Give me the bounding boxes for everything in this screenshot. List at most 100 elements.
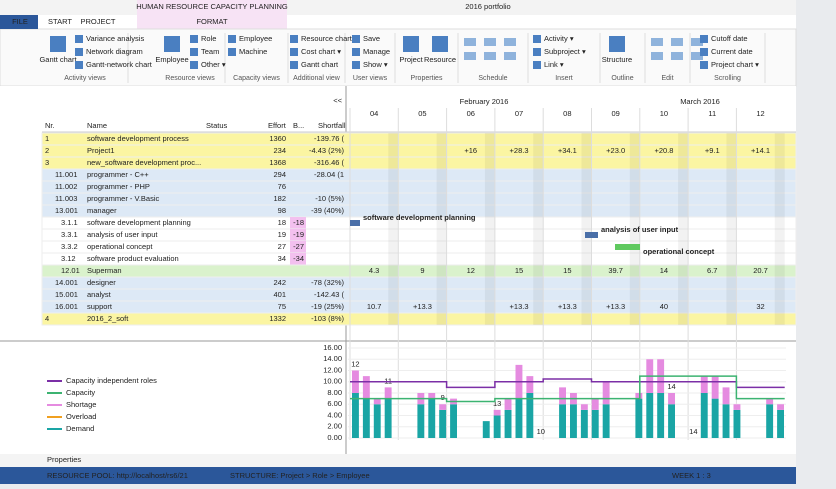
row-name[interactable]: manager xyxy=(87,206,117,215)
ribbon-button[interactable]: Team xyxy=(201,47,219,56)
ribbon-button[interactable]: Cutoff date xyxy=(711,34,748,43)
ribbon-button[interactable]: Resource xyxy=(424,55,456,64)
row-name[interactable]: software development planning xyxy=(87,218,191,227)
gantt-bar[interactable] xyxy=(350,220,360,226)
row-name[interactable]: 2016_2_soft xyxy=(87,314,129,323)
ribbon-icon[interactable] xyxy=(228,48,236,56)
ribbon-icon[interactable] xyxy=(432,36,448,52)
ribbon-button[interactable]: Activity ▾ xyxy=(544,34,574,43)
row-name[interactable]: programmer - C++ xyxy=(87,170,149,179)
row-name[interactable]: software product evaluation xyxy=(87,254,179,263)
column-header[interactable]: Status xyxy=(206,121,228,130)
row-name[interactable]: programmer - V.Basic xyxy=(87,194,159,203)
ribbon-button[interactable]: Role xyxy=(201,34,216,43)
properties-tab[interactable]: Properties xyxy=(47,455,81,464)
ribbon-button[interactable]: Resource chart ▾ xyxy=(301,34,358,43)
ribbon-icon[interactable] xyxy=(75,48,83,56)
ribbon-tab[interactable]: START xyxy=(48,17,72,26)
ribbon-icon[interactable] xyxy=(290,48,298,56)
ribbon-button[interactable]: Gantt chart xyxy=(301,60,339,69)
column-header[interactable]: Shortfall xyxy=(318,121,346,130)
row-name[interactable]: analyst xyxy=(87,290,112,299)
collapse-button[interactable]: << xyxy=(333,96,342,105)
row-name[interactable]: software development process xyxy=(87,134,189,143)
legend-label[interactable]: Demand xyxy=(66,424,94,433)
row-name[interactable]: Project1 xyxy=(87,146,115,155)
ribbon-button[interactable]: Structure xyxy=(602,55,632,64)
ribbon-button[interactable]: Employee xyxy=(239,34,272,43)
column-header[interactable]: Name xyxy=(87,121,107,130)
column-header[interactable]: Effort xyxy=(268,121,287,130)
ribbon-icon[interactable] xyxy=(228,35,236,43)
shortage-bar xyxy=(591,398,599,410)
row-name[interactable]: analysis of user input xyxy=(87,230,158,239)
row-name[interactable]: Superman xyxy=(87,266,122,275)
ribbon-button[interactable]: Current date xyxy=(711,47,753,56)
ribbon-button[interactable]: Project chart ▾ xyxy=(711,60,759,69)
row-name[interactable]: designer xyxy=(87,278,116,287)
ribbon-icon[interactable] xyxy=(464,38,476,46)
ribbon-icon[interactable] xyxy=(290,35,298,43)
ribbon-button[interactable]: Variance analysis xyxy=(86,34,144,43)
ribbon-icon[interactable] xyxy=(190,35,198,43)
ribbon-icon[interactable] xyxy=(671,38,683,46)
ribbon-button[interactable]: Manage xyxy=(363,47,390,56)
ribbon-button[interactable]: Link ▾ xyxy=(544,60,564,69)
ribbon-icon[interactable] xyxy=(533,48,541,56)
column-header[interactable]: Nr. xyxy=(45,121,55,130)
ribbon-icon[interactable] xyxy=(190,48,198,56)
ribbon-icon[interactable] xyxy=(700,35,708,43)
ribbon-button[interactable]: Subproject ▾ xyxy=(544,47,586,56)
legend-label[interactable]: Capacity independent roles xyxy=(66,376,157,385)
ribbon-button[interactable]: Cost chart ▾ xyxy=(301,47,341,56)
ribbon-icon[interactable] xyxy=(50,36,66,52)
ribbon-icon[interactable] xyxy=(504,52,516,60)
ribbon-icon[interactable] xyxy=(352,35,360,43)
ribbon-icon[interactable] xyxy=(700,48,708,56)
ribbon-button[interactable]: Employee xyxy=(155,55,188,64)
ribbon-icon[interactable] xyxy=(691,38,703,46)
ribbon-icon[interactable] xyxy=(484,38,496,46)
ribbon-icon[interactable] xyxy=(671,52,683,60)
ribbon-icon[interactable] xyxy=(533,61,541,69)
ribbon-icon[interactable] xyxy=(533,35,541,43)
ribbon-icon[interactable] xyxy=(484,52,496,60)
ribbon-icon[interactable] xyxy=(651,38,663,46)
ribbon-icon[interactable] xyxy=(464,52,476,60)
ribbon-button[interactable]: Machine xyxy=(239,47,267,56)
legend-label[interactable]: Overload xyxy=(66,412,96,421)
ribbon-icon[interactable] xyxy=(691,52,703,60)
ribbon-icon[interactable] xyxy=(352,48,360,56)
ribbon-button[interactable]: Show ▾ xyxy=(363,60,388,69)
ribbon-icon[interactable] xyxy=(164,36,180,52)
gantt-bar[interactable] xyxy=(615,244,640,250)
legend-label[interactable]: Capacity xyxy=(66,388,95,397)
ribbon-button[interactable]: Network diagram xyxy=(86,47,143,56)
ribbon-button[interactable]: Gantt-network chart xyxy=(86,60,153,69)
ribbon-button[interactable]: Project xyxy=(399,55,423,64)
ribbon-button[interactable]: Gantt chart xyxy=(39,55,77,64)
ribbon-tab[interactable]: FORMAT xyxy=(196,17,228,26)
row-name[interactable]: new_software development proc... xyxy=(87,158,201,167)
ribbon-button[interactable]: Save xyxy=(363,34,380,43)
column-header[interactable]: B... xyxy=(293,121,304,130)
ribbon-icon[interactable] xyxy=(190,61,198,69)
ribbon-tab[interactable]: FILE xyxy=(12,17,28,26)
row-name[interactable]: support xyxy=(87,302,113,311)
gantt-bar[interactable] xyxy=(585,232,598,238)
row-name[interactable]: programmer - PHP xyxy=(87,182,150,191)
ribbon-icon[interactable] xyxy=(700,61,708,69)
ribbon-button[interactable]: Other ▾ xyxy=(201,60,226,69)
ribbon-tab[interactable]: PROJECT xyxy=(80,17,115,26)
ribbon-icon[interactable] xyxy=(609,36,625,52)
legend-label[interactable]: Shortage xyxy=(66,400,96,409)
ribbon-icon[interactable] xyxy=(403,36,419,52)
ribbon-icon[interactable] xyxy=(504,38,516,46)
ribbon-icon[interactable] xyxy=(651,52,663,60)
group-label: Resource views xyxy=(165,75,215,82)
ribbon-icon[interactable] xyxy=(75,61,83,69)
row-name[interactable]: operational concept xyxy=(87,242,153,251)
ribbon-icon[interactable] xyxy=(352,61,360,69)
ribbon-icon[interactable] xyxy=(290,61,298,69)
ribbon-icon[interactable] xyxy=(75,35,83,43)
